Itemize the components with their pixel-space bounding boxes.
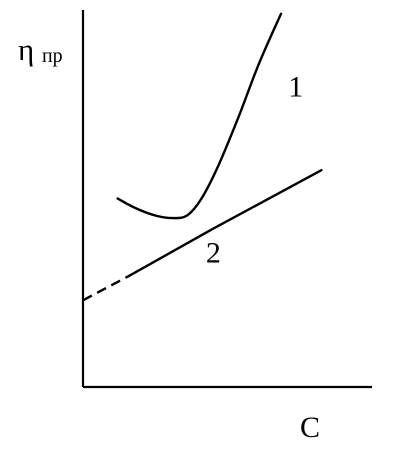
y-axis-label-main: η [18,32,34,67]
series-2-line [127,169,323,277]
labels-group: η пр C 1 2 [18,32,320,444]
series-1-line [116,12,283,220]
y-axis-label-subscript: пр [42,45,63,67]
curve-label-1: 1 [288,71,303,104]
y-axis-label: η пр [18,32,63,67]
x-axis-label: C [300,411,320,444]
series-group [82,12,323,302]
curve-label-2: 2 [206,237,221,270]
axes [81,10,372,389]
series-2-dashed-extension [82,274,130,302]
